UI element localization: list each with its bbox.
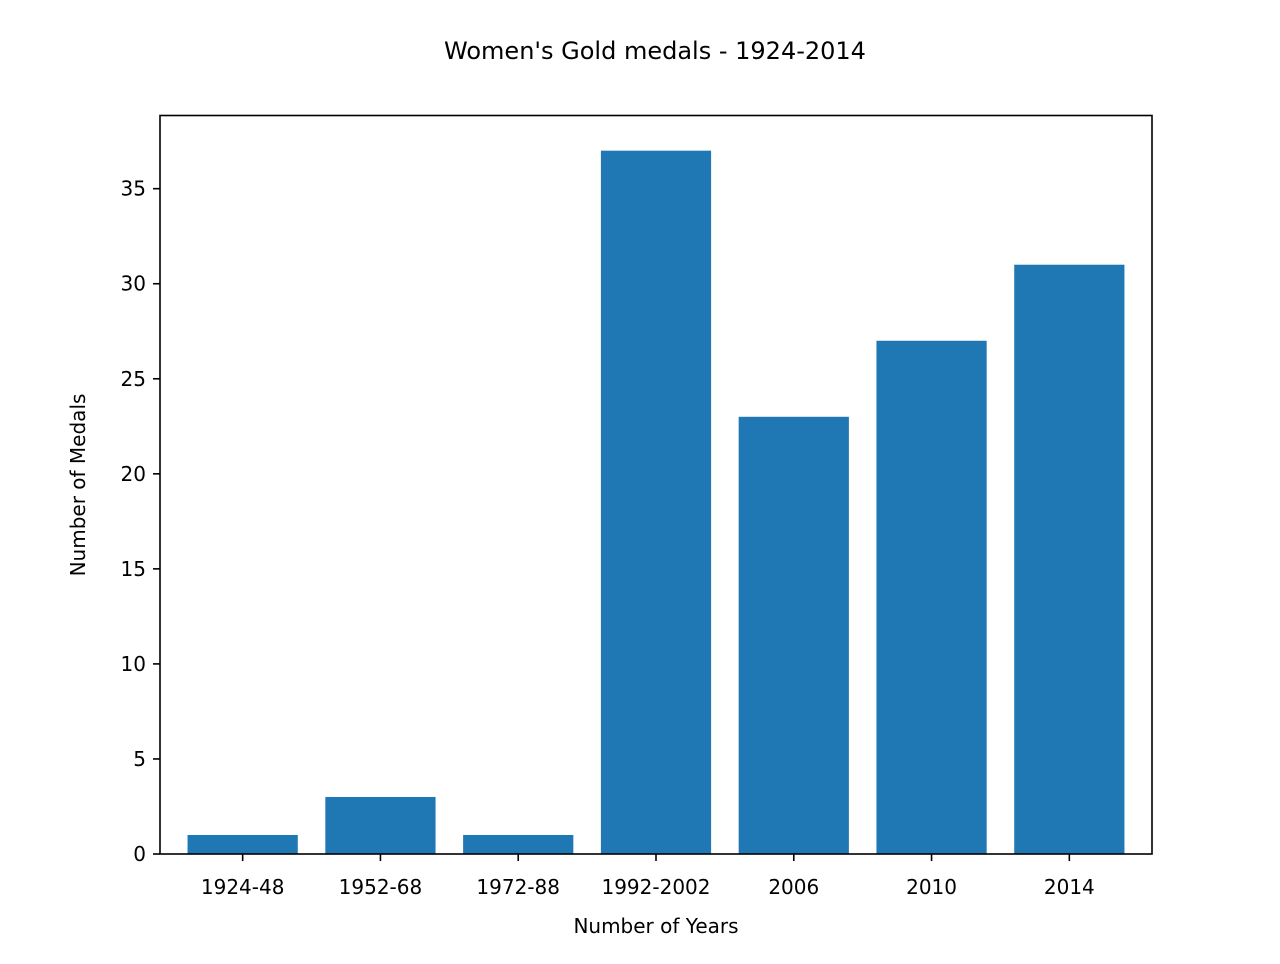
bar-1952-68 <box>325 796 436 854</box>
y-tick-label: 35 <box>121 177 146 201</box>
x-axis-label: Number of Years <box>573 914 738 938</box>
bar-2006 <box>738 416 849 854</box>
y-axis: 0 5 10 15 20 25 30 35 <box>121 177 160 866</box>
x-tick-label: 2014 <box>1044 875 1095 899</box>
y-tick-label: 15 <box>121 557 146 581</box>
bar-1924-48 <box>187 834 298 854</box>
x-tick-label: 1972-88 <box>476 875 560 899</box>
x-tick-label: 1952-68 <box>339 875 423 899</box>
chart-title: Women's Gold medals - 1924-2014 <box>444 37 866 65</box>
x-tick-label: 1924-48 <box>201 875 285 899</box>
y-tick-label: 5 <box>133 747 146 771</box>
y-axis-label: Number of Medals <box>66 394 90 577</box>
bar-1972-88 <box>463 834 574 854</box>
y-tick-label: 0 <box>133 842 146 866</box>
x-tick-label: 2006 <box>768 875 819 899</box>
y-tick-label: 30 <box>121 272 146 296</box>
y-tick-label: 20 <box>121 462 146 486</box>
x-tick-label: 1992-2002 <box>601 875 710 899</box>
y-tick-label: 10 <box>121 652 146 676</box>
x-axis: 1924-48 1952-68 1972-88 1992-2002 2006 2010 20… <box>201 854 1095 899</box>
x-tick-label: 2010 <box>906 875 957 899</box>
bar-1992-2002 <box>600 150 712 854</box>
y-tick-label: 25 <box>121 367 146 391</box>
bar-2014 <box>1014 264 1125 855</box>
bar-2010 <box>876 340 987 855</box>
plot-frame <box>159 114 1153 855</box>
bars-layer <box>187 150 1125 855</box>
